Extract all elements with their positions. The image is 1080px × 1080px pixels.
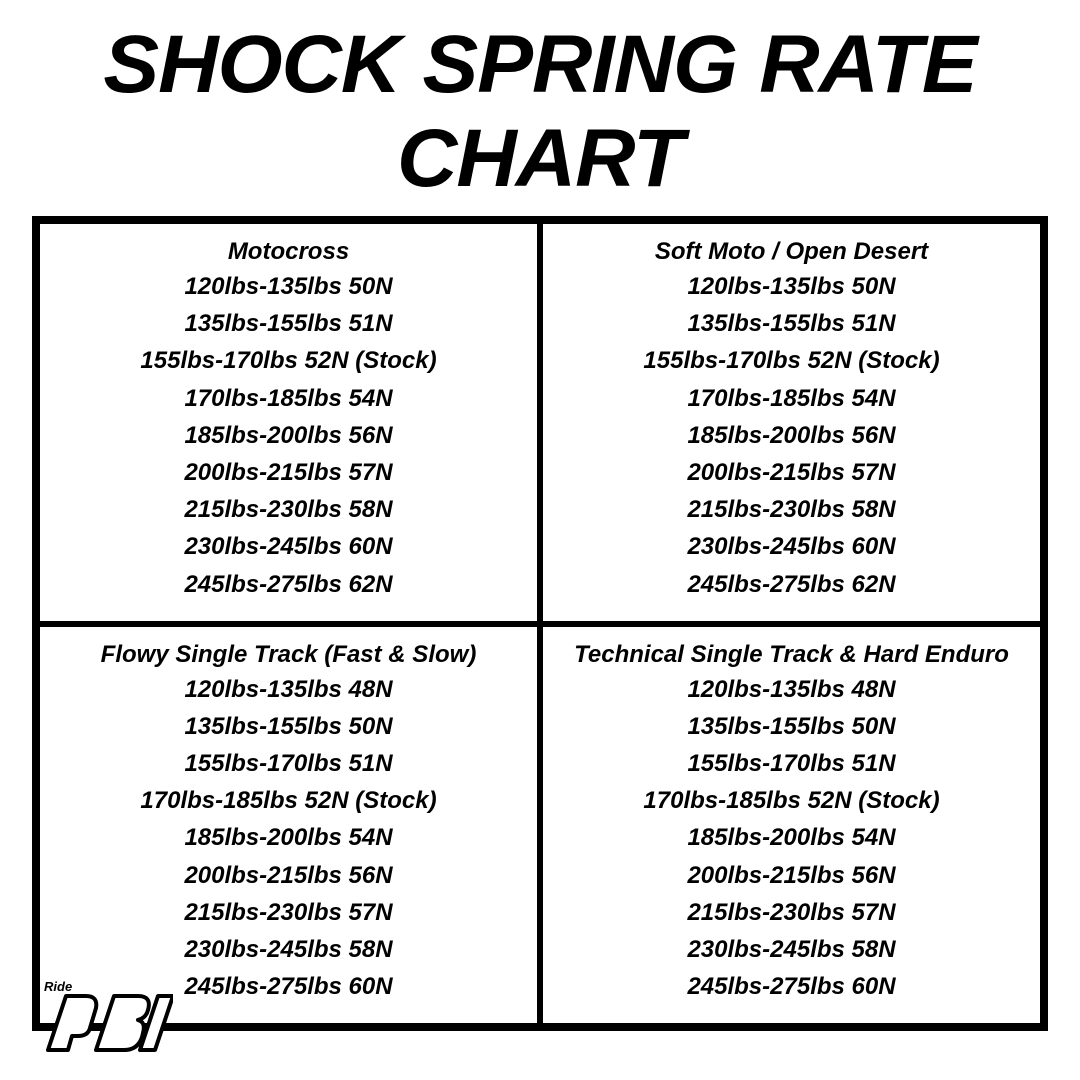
rate-row: 230lbs-245lbs 58N	[553, 931, 1030, 968]
cell-soft-moto: Soft Moto / Open Desert 120lbs-135lbs 50…	[540, 221, 1043, 624]
rate-row: 245lbs-275lbs 60N	[553, 968, 1030, 1005]
cell-header: Soft Moto / Open Desert	[553, 238, 1030, 266]
rate-row: 170lbs-185lbs 54N	[50, 380, 527, 417]
rate-chart-grid: Motocross 120lbs-135lbs 50N 135lbs-155lb…	[32, 216, 1048, 1031]
rate-row: 200lbs-215lbs 56N	[50, 857, 527, 894]
rate-row: 135lbs-155lbs 51N	[50, 305, 527, 342]
rate-row: 215lbs-230lbs 57N	[553, 894, 1030, 931]
rate-row: 155lbs-170lbs 51N	[50, 745, 527, 782]
rate-row: 135lbs-155lbs 51N	[553, 305, 1030, 342]
rate-row: 185lbs-200lbs 56N	[50, 417, 527, 454]
rate-row: 170lbs-185lbs 52N (Stock)	[553, 782, 1030, 819]
rate-row: 200lbs-215lbs 57N	[50, 454, 527, 491]
cell-header: Motocross	[50, 238, 527, 266]
rate-row: 155lbs-170lbs 52N (Stock)	[50, 342, 527, 379]
rate-row: 135lbs-155lbs 50N	[553, 708, 1030, 745]
cell-header: Technical Single Track & Hard Enduro	[553, 641, 1030, 669]
rate-row: 245lbs-275lbs 62N	[50, 566, 527, 603]
rate-row: 230lbs-245lbs 58N	[50, 931, 527, 968]
rate-row: 215lbs-230lbs 58N	[50, 491, 527, 528]
rate-row: 120lbs-135lbs 48N	[553, 671, 1030, 708]
rate-row: 155lbs-170lbs 51N	[553, 745, 1030, 782]
rate-row: 200lbs-215lbs 56N	[553, 857, 1030, 894]
rate-row: 170lbs-185lbs 52N (Stock)	[50, 782, 527, 819]
jbi-logo-icon	[28, 978, 173, 1068]
rate-row: 170lbs-185lbs 54N	[553, 380, 1030, 417]
cell-motocross: Motocross 120lbs-135lbs 50N 135lbs-155lb…	[37, 221, 540, 624]
page-title: SHOCK SPRING RATE CHART	[0, 0, 1080, 216]
cell-technical-single-track: Technical Single Track & Hard Enduro 120…	[540, 624, 1043, 1027]
rate-row: 155lbs-170lbs 52N (Stock)	[553, 342, 1030, 379]
rate-row: 215lbs-230lbs 57N	[50, 894, 527, 931]
rate-row: 185lbs-200lbs 54N	[553, 819, 1030, 856]
rate-row: 120lbs-135lbs 50N	[553, 268, 1030, 305]
rate-row: 185lbs-200lbs 54N	[50, 819, 527, 856]
rate-row: 245lbs-275lbs 62N	[553, 566, 1030, 603]
rate-row: 120lbs-135lbs 50N	[50, 268, 527, 305]
rate-row: 230lbs-245lbs 60N	[553, 528, 1030, 565]
rate-row: 230lbs-245lbs 60N	[50, 528, 527, 565]
rate-row: 120lbs-135lbs 48N	[50, 671, 527, 708]
rate-row: 215lbs-230lbs 58N	[553, 491, 1030, 528]
cell-flowy-single-track: Flowy Single Track (Fast & Slow) 120lbs-…	[37, 624, 540, 1027]
rate-row: 135lbs-155lbs 50N	[50, 708, 527, 745]
cell-header: Flowy Single Track (Fast & Slow)	[50, 641, 527, 669]
rate-row: 200lbs-215lbs 57N	[553, 454, 1030, 491]
rate-row: 185lbs-200lbs 56N	[553, 417, 1030, 454]
